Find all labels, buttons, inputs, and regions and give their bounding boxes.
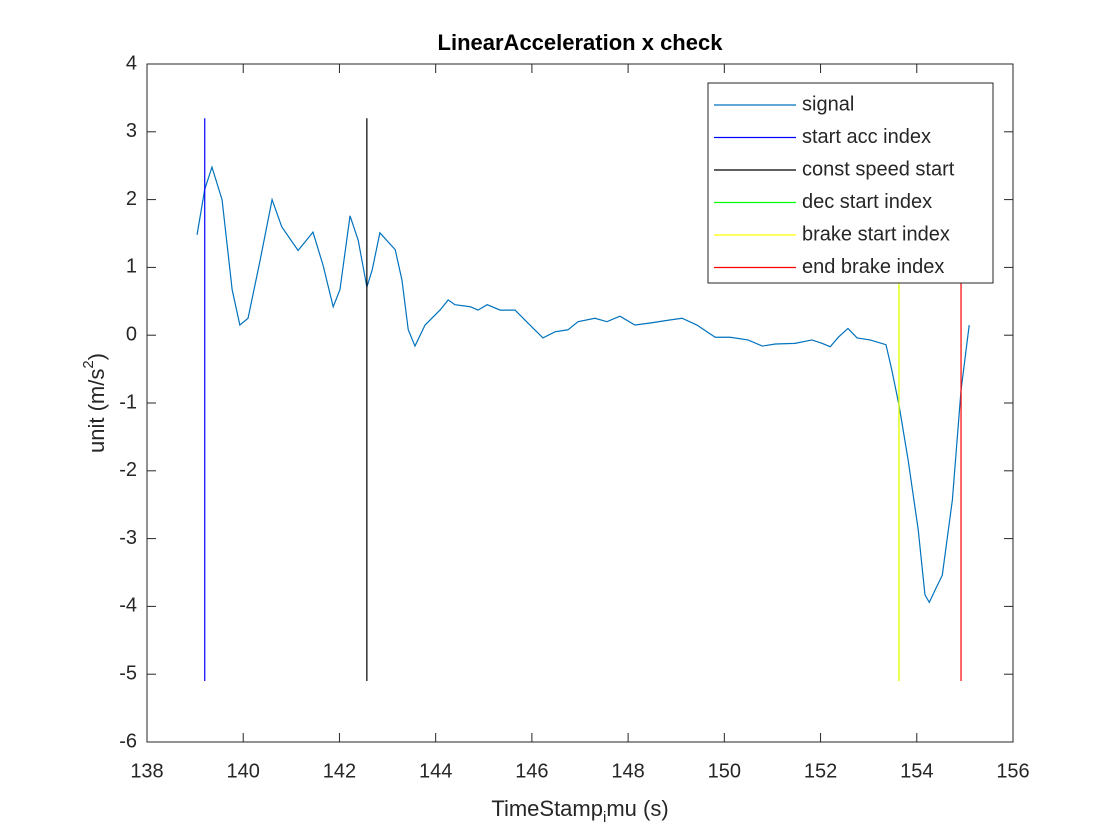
x-label-rest: mu (s)	[606, 796, 668, 821]
x-tick-label: 142	[323, 760, 356, 782]
legend-label: end brake index	[802, 256, 944, 278]
legend-label: const speed start	[802, 158, 955, 180]
y-label-main: unit (m/s	[84, 369, 109, 453]
y-tick-label: -5	[119, 662, 137, 684]
x-tick-label: 146	[515, 760, 548, 782]
legend: signal start acc index const speed start de…	[707, 82, 994, 284]
x-tick-label: 138	[130, 760, 163, 782]
legend-label: dec start index	[802, 191, 932, 213]
legend-box	[707, 82, 994, 284]
legend-label: brake start index	[802, 223, 950, 245]
y-tick-label: -1	[119, 391, 137, 413]
x-label-main: TimeStamp	[491, 796, 603, 821]
legend-label: start acc index	[802, 126, 931, 148]
y-axis-label: unit (m/s2)	[80, 353, 109, 453]
y-tick-label: -6	[119, 730, 137, 752]
x-tick-label: 144	[419, 760, 452, 782]
y-tick-label: 3	[126, 120, 137, 142]
y-tick-label: 2	[126, 188, 137, 210]
chart-title: LinearAcceleration x check	[438, 30, 724, 55]
legend-label: signal	[802, 93, 854, 115]
x-tick-label: 148	[611, 760, 644, 782]
y-tick-label: 0	[126, 323, 137, 345]
x-tick-label: 150	[708, 760, 741, 782]
x-label-sub: i	[603, 809, 606, 826]
y-label-rest: )	[84, 353, 109, 360]
x-tick-label: 156	[996, 760, 1029, 782]
y-tick-label: -3	[119, 527, 137, 549]
x-tick-label: 152	[804, 760, 837, 782]
y-tick-label: -4	[119, 595, 137, 617]
x-axis-label: TimeStampimu (s)	[491, 796, 668, 826]
y-label-sup: 2	[80, 360, 97, 368]
y-tick-label: 4	[126, 52, 137, 74]
x-tick-label: 154	[900, 760, 933, 782]
x-tick-label: 140	[227, 760, 260, 782]
y-tick-label: 1	[126, 256, 137, 278]
series-line	[196, 165, 970, 604]
y-tick-label: -2	[119, 459, 137, 481]
